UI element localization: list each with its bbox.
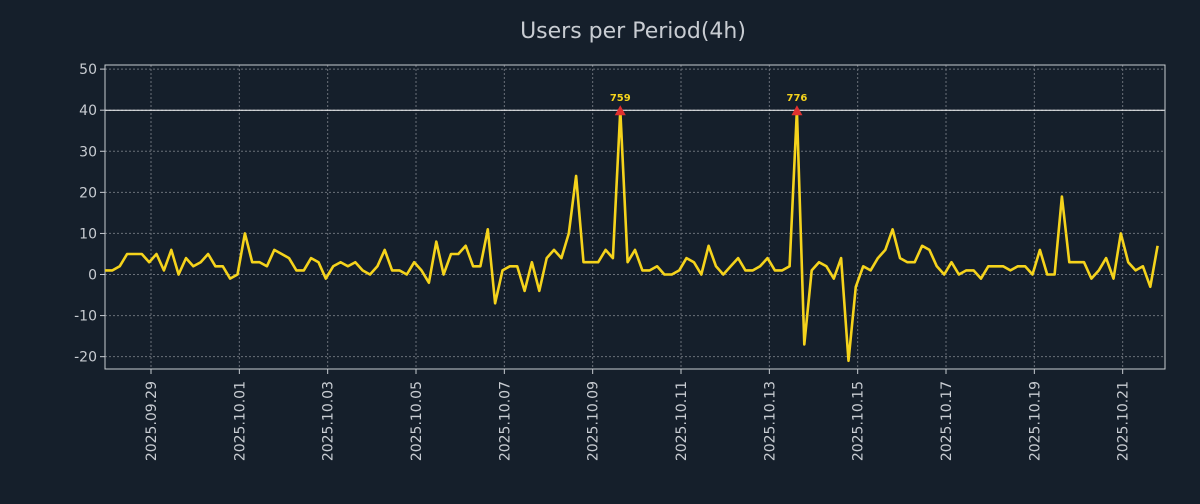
y-tick-label: 10 — [79, 226, 97, 242]
x-tick-label: 2025.10.03 — [321, 381, 337, 461]
x-tick-label: 2025.10.15 — [851, 381, 867, 461]
axes: 50 40 30 20 10 0 -10 -20 2025.09.29 2025.10.01 202… — [74, 62, 1166, 461]
y-tick-label: 50 — [79, 62, 97, 78]
chart-title: Users per Period(4h) — [520, 19, 746, 44]
grid-lines — [105, 65, 1165, 369]
y-tick-label: 20 — [79, 185, 97, 201]
x-tick-label: 2025.09.29 — [144, 381, 160, 461]
peak-marker — [791, 105, 803, 116]
peak-label: 776 — [787, 93, 808, 104]
y-tick-label: -20 — [74, 350, 97, 366]
y-tick-label: 30 — [79, 144, 97, 160]
plot-frame — [104, 64, 1166, 370]
x-tick-label: 2025.10.07 — [497, 381, 513, 461]
x-tick-label: 2025.10.01 — [232, 381, 248, 461]
x-tick-label: 2025.10.17 — [939, 381, 955, 461]
series-layer — [105, 108, 1159, 363]
x-tick-label: 2025.10.21 — [1116, 381, 1132, 461]
y-tick-label: -10 — [74, 309, 97, 325]
x-tick-label: 2025.10.19 — [1027, 381, 1043, 461]
x-tick-label: 2025.10.13 — [762, 381, 778, 461]
peak-marker — [614, 105, 626, 116]
x-tick-label: 2025.10.11 — [674, 381, 690, 461]
peak-annotations: 759 776 — [610, 93, 808, 116]
x-tick-label: 2025.10.09 — [586, 381, 602, 461]
y-tick-label: 0 — [88, 268, 97, 284]
y-tick-label: 40 — [79, 103, 97, 119]
peak-label: 759 — [610, 93, 631, 104]
x-tick-label: 2025.10.05 — [409, 381, 425, 461]
series-line-users — [105, 108, 1159, 363]
